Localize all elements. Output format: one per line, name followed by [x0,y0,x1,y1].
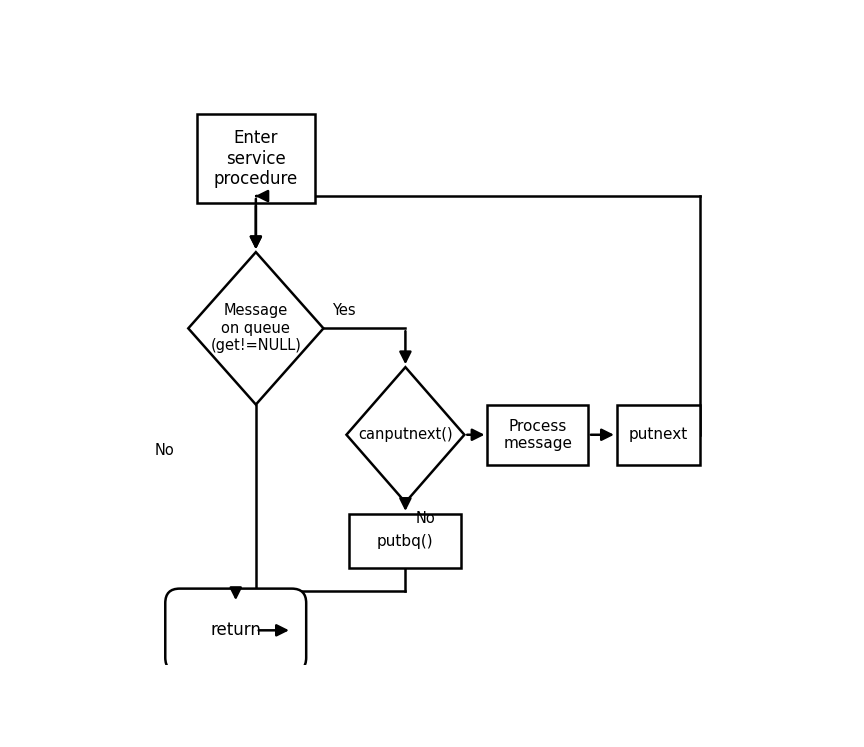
Polygon shape [346,368,464,502]
Text: Yes: Yes [332,303,355,318]
Text: No: No [154,443,174,458]
Bar [197,114,314,203]
Text: return: return [210,622,261,639]
Text: putnext: putnext [629,427,688,442]
Text: Enter
service
procedure: Enter service procedure [213,129,298,188]
Text: Process
message: Process message [503,418,572,451]
Text: No: No [416,511,435,526]
Text: Message
on queue
(get!=NULL): Message on queue (get!=NULL) [211,303,302,353]
Bar [617,405,700,465]
FancyBboxPatch shape [165,589,306,672]
Text: canputnext(): canputnext() [358,427,453,442]
Polygon shape [188,252,323,405]
Bar [487,405,588,465]
Text: putbq(): putbq() [377,533,434,548]
Bar [349,514,461,568]
